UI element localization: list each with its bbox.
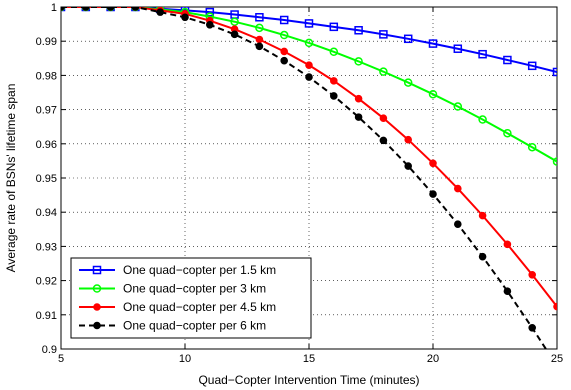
data-point: [379, 136, 388, 145]
data-point: [255, 35, 264, 44]
data-point: [379, 30, 388, 39]
data-point: [354, 57, 363, 66]
data-point: [131, 7, 140, 11]
series-line: [61, 7, 557, 163]
data-point: [527, 61, 537, 71]
data-point: [92, 265, 102, 275]
data-point: [93, 303, 101, 311]
data-point: [552, 157, 557, 166]
data-point: [403, 34, 413, 44]
data-point: [429, 190, 437, 198]
data-point: [329, 47, 339, 57]
data-point: [428, 39, 438, 48]
y-tick-label: 0.95: [36, 173, 57, 185]
legend-item: One quad−copter per 4.5 km: [79, 300, 276, 314]
data-point: [528, 270, 537, 279]
legend-label: One quad−copter per 3 km: [123, 282, 266, 296]
y-tick-label: 0.97: [36, 105, 57, 117]
x-tick-label: 10: [179, 353, 191, 365]
data-point: [330, 92, 338, 100]
data-point: [478, 211, 487, 220]
data-point: [354, 94, 363, 103]
data-point: [280, 56, 289, 65]
data-point: [429, 159, 437, 168]
legend-item: One quad−copter per 3 km: [79, 282, 266, 296]
data-point: [527, 142, 537, 152]
x-tick-label: 25: [551, 353, 563, 365]
data-point: [503, 240, 512, 249]
data-point: [92, 284, 102, 293]
data-point: [305, 73, 313, 81]
y-tick-label: 0.9: [42, 344, 57, 356]
data-point: [553, 302, 557, 311]
data-point: [280, 47, 289, 56]
data-point: [354, 113, 363, 121]
data-point: [453, 102, 463, 111]
data-point: [106, 7, 115, 11]
legend-item: One quad−copter per 1.5 km: [79, 263, 276, 277]
data-point: [478, 252, 487, 261]
data-point: [552, 67, 557, 77]
data-point: [330, 77, 338, 85]
data-point: [478, 49, 487, 59]
legend-item: One quad−copter per 6 km: [79, 319, 266, 333]
x-axis-label: Quad−Copter Intervention Time (minutes): [198, 373, 419, 387]
data-point: [404, 135, 413, 144]
data-point: [255, 23, 264, 33]
data-point: [454, 220, 462, 228]
legend: One quad−copter per 1.5 km One quad−copte…: [70, 257, 312, 339]
data-point: [93, 321, 101, 330]
data-point: [206, 20, 214, 29]
legend-label: One quad−copter per 6 km: [123, 319, 266, 333]
data-point: [61, 7, 65, 11]
data-point: [279, 15, 289, 25]
data-point: [82, 7, 90, 11]
data-point: [255, 42, 264, 51]
y-tick-label: 0.93: [36, 241, 57, 253]
data-point: [379, 67, 388, 76]
y-tick-label: 0.94: [36, 207, 57, 219]
y-tick-label: 0.98: [36, 70, 57, 82]
data-point: [503, 287, 512, 296]
x-tick-label: 20: [427, 353, 439, 365]
legend-label: One quad−copter per 1.5 km: [123, 263, 276, 277]
data-point: [354, 26, 363, 35]
axis-ticks: 5 10 15 20 25 0.9 0.91 0.92 0.93 0.94 0.95 0.96 0.97…: [36, 2, 564, 365]
y-axis-label: Average rate of BSNs' lifetime span: [4, 84, 18, 273]
y-tick-label: 0.96: [36, 139, 57, 151]
data-point: [304, 38, 314, 48]
x-tick-label: 5: [58, 353, 64, 365]
legend-label: One quad−copter per 4.5 km: [123, 300, 276, 314]
data-point: [156, 8, 164, 16]
data-point: [230, 17, 239, 26]
data-point: [403, 78, 413, 87]
data-point: [230, 30, 239, 39]
y-tick-label: 0.91: [36, 310, 57, 322]
data-point: [329, 22, 339, 32]
x-tick-label: 15: [303, 353, 315, 365]
data-point: [181, 13, 189, 22]
data-point: [503, 55, 512, 65]
y-tick-label: 0.92: [36, 276, 57, 288]
y-tick-label: 1: [51, 2, 57, 14]
data-point: [428, 89, 438, 99]
data-point: [304, 19, 314, 28]
series-4: [61, 7, 548, 349]
data-point: [528, 323, 537, 332]
y-tick-label: 0.99: [36, 36, 57, 48]
data-point: [279, 30, 289, 40]
data-point: [454, 184, 462, 193]
data-point: [379, 114, 388, 122]
data-point: [478, 115, 487, 124]
data-point: [453, 44, 463, 53]
data-point: [404, 162, 413, 170]
data-point: [503, 128, 512, 138]
data-point: [305, 61, 313, 69]
series-layer: [61, 7, 557, 349]
data-point: [255, 13, 264, 22]
